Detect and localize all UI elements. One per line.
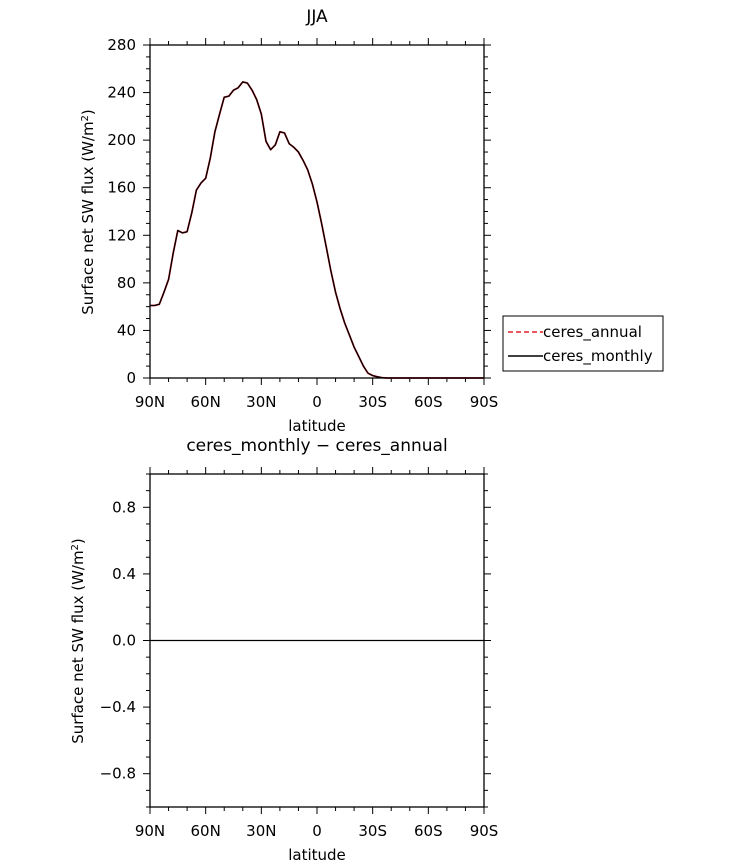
top-chart-title: JJA [305,7,328,27]
y-tick-label: 200 [107,131,136,149]
y-tick-label: 120 [107,226,136,244]
top-panel: JJA 90N 60N 30N 0 30S 60S 90S 0 40 80 120 160 200 24… [79,7,498,435]
top-plot-frame [149,44,485,379]
x-tick-label: 90N [135,393,165,411]
x-tick-label: 60N [191,393,221,411]
x-tick-label: 30N [246,822,276,840]
x-tick-label: 90S [470,822,499,840]
legend-label-ceres-annual: ceres_annual [543,323,642,342]
x-tick-label: 60N [191,822,221,840]
bottom-x-axis-label: latitude [288,846,346,864]
bottom-axis-ticks [143,467,491,814]
y-tick-label: 0.0 [112,632,136,650]
top-y-axis-label: Surface net SW flux (W/m2) [79,109,97,315]
series-line-ceres-annual [150,81,484,379]
x-tick-label: 30S [358,393,387,411]
series-line-ceres-monthly [150,81,484,379]
x-tick-label: 90S [470,393,499,411]
x-tick-label: 0 [312,393,322,411]
y-tick-label: 280 [107,36,136,54]
bottom-y-axis-label: Surface net SW flux (W/m2) [69,538,87,744]
y-tick-label: 0 [126,369,136,387]
top-y-tick-labels: 0 40 80 120 160 200 240 280 [107,36,136,387]
y-tick-label: −0.8 [100,765,136,783]
x-tick-label: 60S [414,822,443,840]
y-tick-label: 0.8 [112,498,136,516]
top-x-axis-label: latitude [288,417,346,435]
y-tick-label: 0.4 [112,565,136,583]
bottom-plot-frame [149,473,485,808]
y-tick-label: 40 [117,321,136,339]
legend-box [502,315,664,372]
y-tick-label: 240 [107,84,136,102]
y-tick-label: 80 [117,274,136,292]
x-tick-label: 90N [135,822,165,840]
bottom-chart-title: ceres_monthly − ceres_annual [186,436,447,456]
bottom-y-tick-labels: −0.8 −0.4 0.0 0.4 0.8 [100,498,136,782]
top-series-group [150,81,484,379]
x-tick-label: 30S [358,822,387,840]
legend: ceres_annual ceres_monthly [502,315,664,372]
x-tick-label: 60S [414,393,443,411]
bottom-panel: ceres_monthly − ceres_annual 90N 60N 30N 0 3… [69,436,498,864]
x-tick-label: 30N [246,393,276,411]
legend-label-ceres-monthly: ceres_monthly [543,347,653,366]
x-tick-label: 0 [312,822,322,840]
y-tick-label: −0.4 [100,698,136,716]
y-tick-label: 160 [107,179,136,197]
top-axis-ticks [143,38,491,385]
bottom-x-tick-labels: 90N 60N 30N 0 30S 60S 90S [135,822,498,840]
top-x-tick-labels: 90N 60N 30N 0 30S 60S 90S [135,393,498,411]
